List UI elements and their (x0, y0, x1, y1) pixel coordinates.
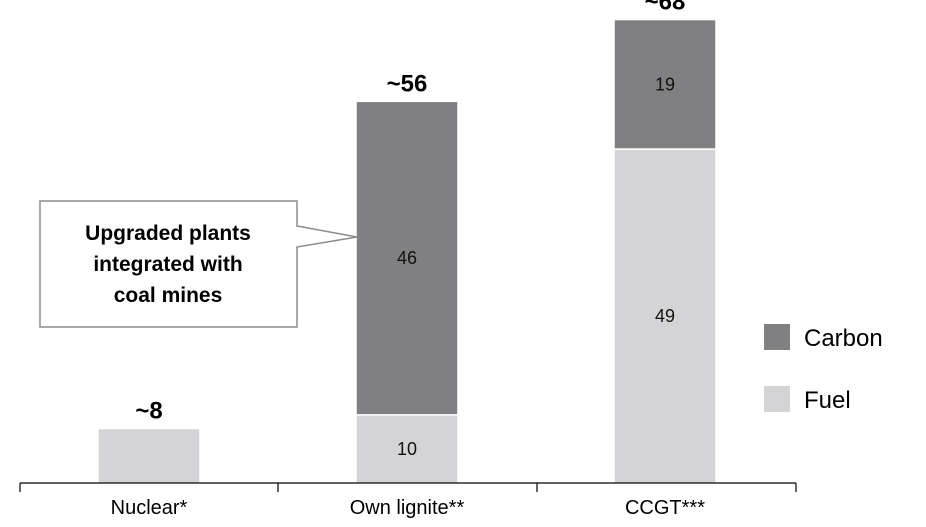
legend-swatch-fuel (764, 386, 790, 412)
segment-label-ccgt-fuel: 49 (655, 306, 675, 326)
legend-swatch-carbon (764, 324, 790, 350)
callout-box (39, 200, 358, 328)
total-label-ccgt: ~68 (645, 0, 686, 16)
bar-nuclear-fuel (97, 427, 201, 484)
category-label-nuclear: Nuclear* (111, 497, 188, 519)
total-label-nuclear: ~8 (135, 397, 162, 424)
bar-ccgt-carbon (613, 18, 717, 150)
legend-label-fuel: Fuel (804, 387, 851, 414)
callout-line-1: Upgraded plants (85, 222, 251, 245)
segment-label-ccgt-carbon: 19 (655, 74, 675, 94)
x-axis: Nuclear* Own lignite** CCGT*** (19, 482, 797, 519)
category-label-ccgt: CCGT*** (625, 497, 705, 519)
callout-line-2: integrated with (93, 253, 242, 276)
segment-label-own-lignite-carbon: 46 (397, 248, 417, 268)
callout: Upgraded plants integrated with coal mines (39, 200, 358, 328)
legend-label-carbon: Carbon (804, 325, 883, 352)
bars: ~8 10 46 ~56 49 19 ~68 (97, 0, 717, 484)
bar-own-lignite-carbon (355, 100, 459, 416)
callout-line-3: coal mines (114, 284, 223, 307)
category-label-own-lignite: Own lignite** (350, 497, 465, 519)
segment-label-own-lignite-fuel: 10 (397, 439, 417, 459)
legend: Carbon Fuel (764, 324, 883, 414)
total-label-own-lignite: ~56 (387, 70, 428, 97)
